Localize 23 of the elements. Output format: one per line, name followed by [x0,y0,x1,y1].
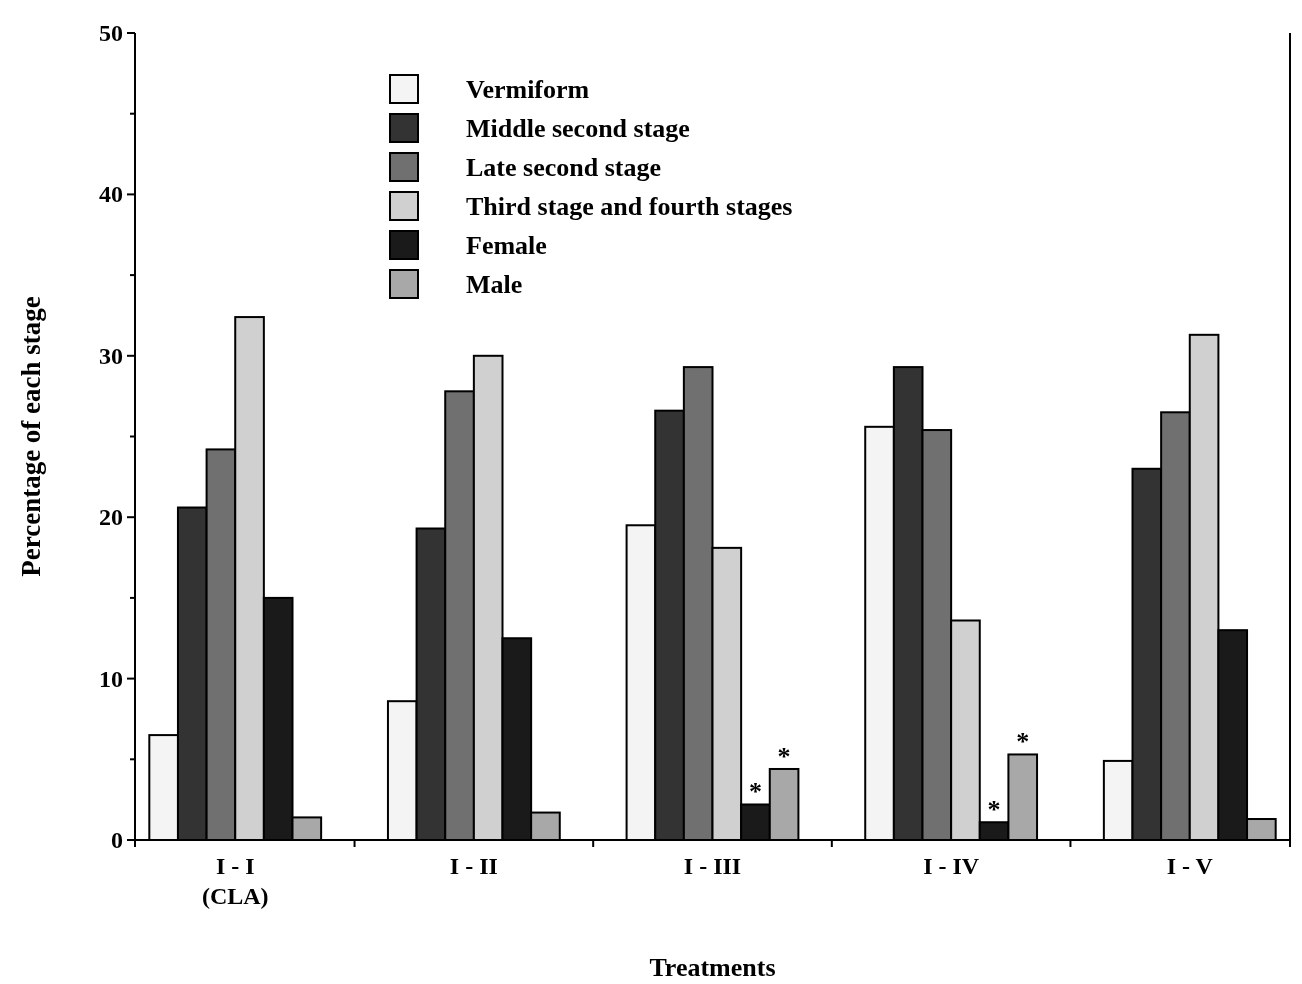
legend-label: Third stage and fourth stages [466,191,793,221]
y-tick-label: 20 [99,504,123,531]
x-axis-title: Treatments [649,953,776,982]
annotation: * [1016,727,1030,757]
x-tick-label: I - II [449,853,498,879]
y-tick-label: 10 [99,665,123,692]
legend-label: Middle second stage [466,113,690,143]
x-tick-label: I - V [1166,853,1214,879]
legend-label: Late second stage [466,152,661,182]
legend-label: Female [466,230,547,260]
legend-label: Vermiform [466,74,590,104]
y-tick-label: 0 [111,827,123,853]
y-tick-label: 40 [99,181,123,208]
y-tick-label: 30 [99,342,123,369]
annotation: * [777,741,791,771]
annotation: * [748,777,762,807]
y-axis-title: Percentage of each stage [16,296,46,577]
annotation: * [987,795,1001,825]
y-tick-label: 50 [99,20,123,46]
x-tick-label: I - III [683,853,742,879]
x-tick-label: I - I (CLA) [201,853,269,909]
legend-label: Male [466,269,523,299]
x-tick-label: I - IV [923,853,980,879]
